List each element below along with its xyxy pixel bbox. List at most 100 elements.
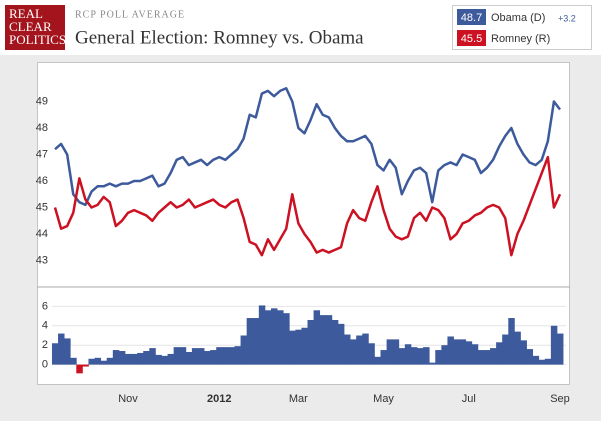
- spread-area: [550, 325, 558, 365]
- spread-area: [82, 364, 89, 367]
- spread-area: [404, 344, 412, 365]
- logo-text: REAL: [9, 6, 43, 21]
- spread-area: [161, 355, 168, 365]
- spread-area: [307, 319, 314, 365]
- spread-area: [544, 358, 552, 365]
- spread-area: [362, 333, 369, 365]
- y-tick-label: 0: [42, 359, 48, 371]
- spread-area: [216, 347, 223, 365]
- spread-area: [356, 335, 363, 365]
- legend-swatch: [457, 9, 486, 25]
- spread-area: [441, 345, 448, 365]
- spread-area: [325, 315, 333, 365]
- x-tick-label: Mar: [289, 393, 308, 405]
- spread-area: [94, 357, 102, 365]
- spread-area: [471, 344, 479, 365]
- spread-area: [350, 339, 357, 365]
- spread-area: [118, 351, 126, 365]
- spread-area: [392, 339, 400, 365]
- spread-area: [76, 364, 83, 374]
- spread-area: [417, 348, 424, 365]
- y-tick-label: 44: [36, 228, 48, 240]
- spread-area: [106, 357, 114, 365]
- spread-area: [483, 350, 491, 365]
- y-tick-label: 43: [36, 254, 48, 266]
- spread-area: [58, 333, 65, 365]
- spread-area: [459, 339, 467, 365]
- legend-value: 45.5: [461, 33, 482, 45]
- spread-area: [179, 347, 187, 365]
- spread-area: [112, 350, 120, 365]
- spread-area: [137, 352, 144, 365]
- spread-area: [191, 348, 199, 365]
- legend-swatch: [457, 30, 486, 46]
- chart-title: General Election: Romney vs. Obama: [75, 27, 364, 48]
- spread-area: [222, 347, 229, 365]
- spread-area: [167, 353, 175, 365]
- spread-area: [490, 348, 497, 365]
- spread-area: [88, 358, 95, 365]
- spread-area: [496, 342, 503, 365]
- logo-text: CLEAR: [9, 19, 52, 34]
- spread-area: [410, 347, 418, 365]
- spread-area: [277, 310, 284, 365]
- spread-area: [70, 357, 77, 365]
- spread-area: [435, 350, 442, 365]
- logo-text: POLITICS: [9, 32, 66, 47]
- logo: [5, 5, 65, 50]
- legend-value: 48.7: [461, 12, 482, 24]
- spread-area: [185, 351, 193, 365]
- spread-area: [204, 351, 211, 365]
- spread-area: [532, 355, 540, 365]
- spread-area: [143, 351, 150, 365]
- spread-area: [264, 310, 272, 365]
- y-tick-label: 49: [36, 95, 48, 107]
- spread-area: [429, 362, 436, 365]
- spread-area: [423, 347, 430, 365]
- series-line: [53, 155, 562, 257]
- spread-area: [508, 318, 515, 365]
- spread-area: [246, 318, 254, 365]
- x-tick-label: Nov: [118, 393, 138, 405]
- spread-area: [301, 327, 308, 365]
- y-tick-label: 6: [42, 300, 48, 312]
- spread-area: [197, 348, 205, 365]
- spread-area: [295, 329, 302, 365]
- spread-area: [131, 353, 138, 365]
- spread-area: [149, 348, 156, 365]
- spread-area: [313, 310, 321, 365]
- spread-area: [64, 338, 71, 365]
- spread-area: [228, 347, 235, 365]
- spread-area: [520, 340, 527, 365]
- spread-area: [289, 330, 296, 365]
- spread-area: [453, 339, 460, 365]
- legend-label: Romney (R): [491, 33, 550, 45]
- series-line: [54, 87, 561, 207]
- spread-area: [210, 350, 217, 365]
- spread-area: [526, 349, 534, 365]
- y-tick-label: 4: [42, 320, 48, 332]
- spread-area: [319, 315, 327, 365]
- legend-label: Obama (D): [491, 12, 545, 24]
- spread-area: [100, 360, 108, 365]
- spread-area: [398, 348, 406, 365]
- kicker: RCP POLL AVERAGE: [75, 9, 185, 20]
- spread-area: [337, 323, 345, 365]
- spread-area: [465, 341, 473, 365]
- spread-area: [374, 356, 381, 365]
- y-tick-label: 47: [36, 148, 48, 160]
- spread-area: [173, 347, 181, 365]
- spread-area: [538, 359, 546, 365]
- spread-area: [380, 350, 387, 365]
- spread-area: [51, 343, 59, 365]
- legend-change: +3.2: [558, 13, 576, 23]
- x-tick-label: Sep: [550, 393, 570, 405]
- spread-area: [155, 354, 162, 365]
- spread-area: [368, 343, 375, 365]
- spread-area: [270, 308, 278, 365]
- spread-area: [502, 334, 509, 365]
- spread-area: [124, 353, 132, 365]
- spread-area: [386, 339, 394, 365]
- spread-area: [556, 333, 564, 365]
